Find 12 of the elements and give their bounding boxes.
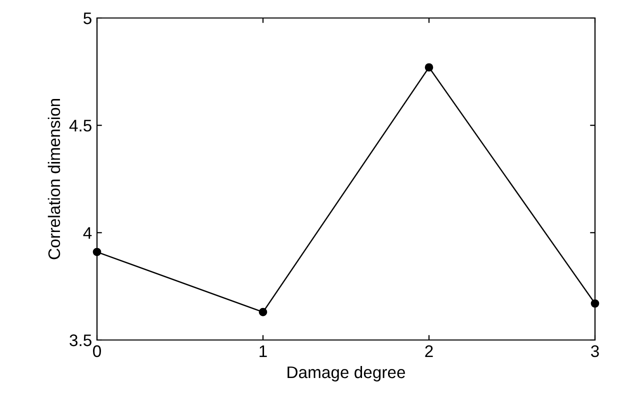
point [258,308,268,316]
x-tick-label: 0 [93,345,101,358]
x-tick-label: 2 [425,345,433,357]
x-axis-title: Damage degree [288,366,406,382]
y-tick-label: 4 [83,227,92,239]
x-tick-label: 1 [260,345,267,357]
point [424,63,434,72]
y-tick-label: 3.5 [70,334,92,346]
y-tick-label: 4.5 [69,120,92,132]
x-tick-label: 3 [591,345,599,358]
y-tick-label: 5 [84,12,92,24]
y-axis-title: Correlation dimension [48,99,60,260]
